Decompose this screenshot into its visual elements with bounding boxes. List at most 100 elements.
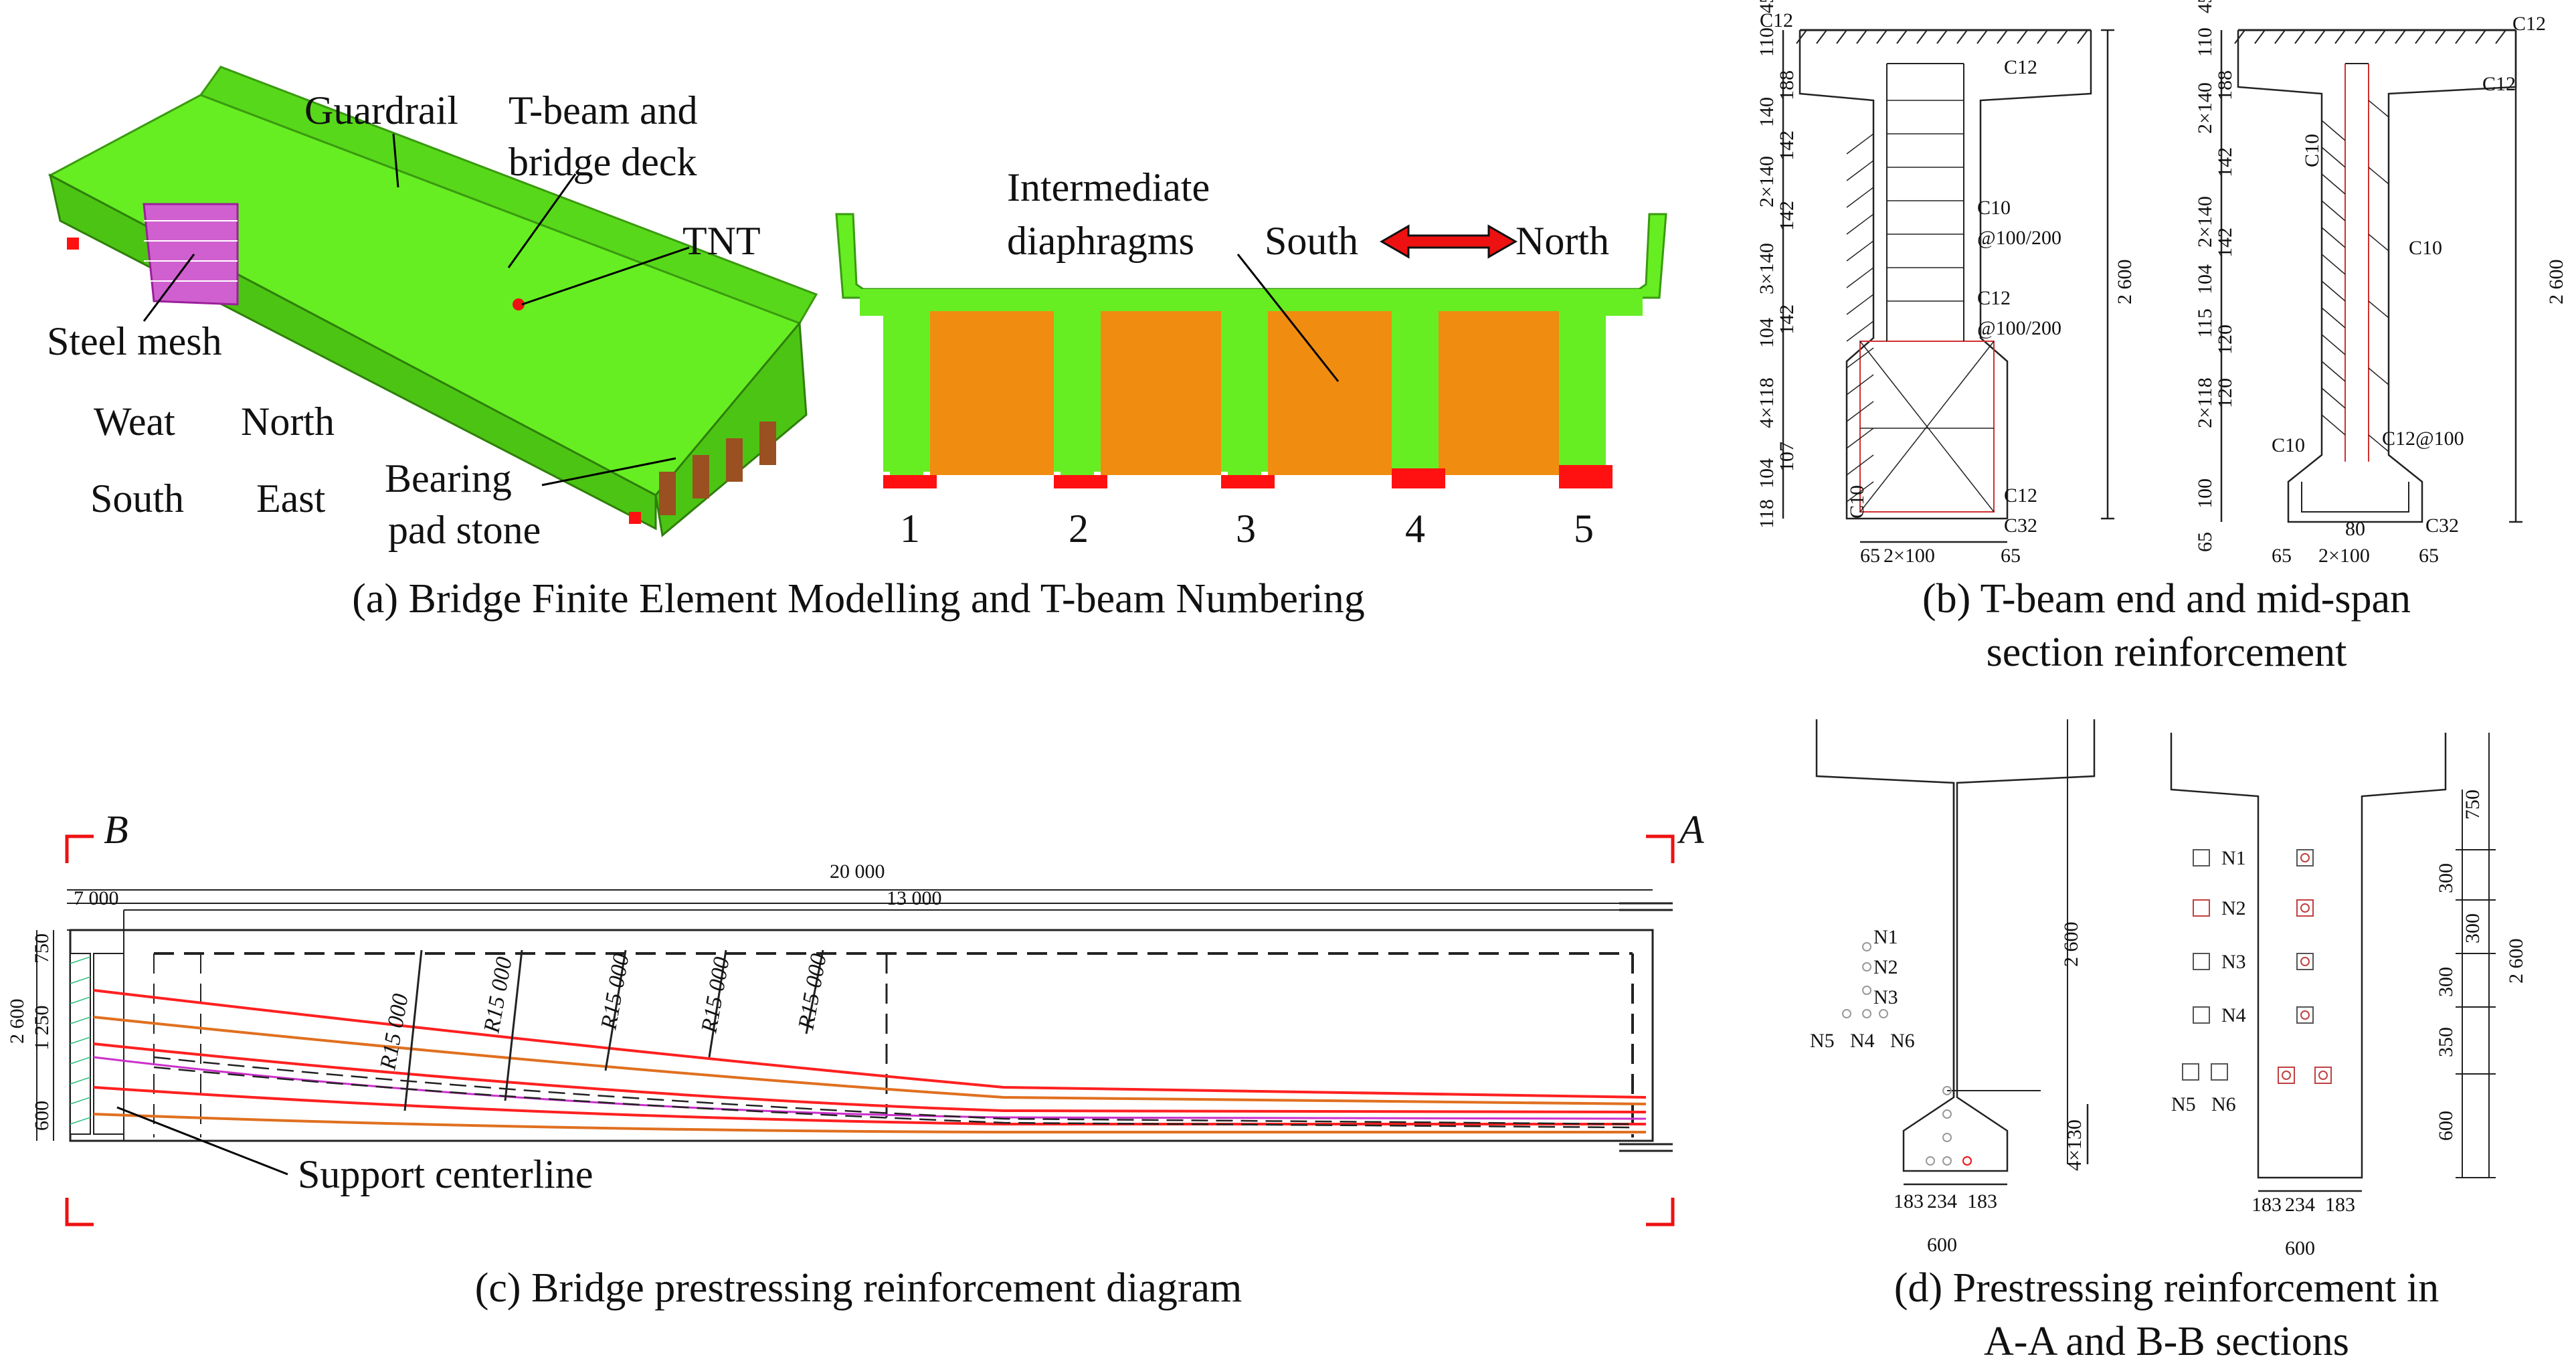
pad-5 <box>1559 465 1613 488</box>
panel-b-end-section <box>1782 29 2114 543</box>
pad-3 <box>1221 475 1275 488</box>
svg-text:N4: N4 <box>1850 1030 1875 1052</box>
svg-text:N1: N1 <box>2221 847 2246 869</box>
tnt-label: TNT <box>682 219 761 263</box>
svg-text:C12: C12 <box>2004 484 2037 507</box>
svg-text:65: 65 <box>1860 545 1880 567</box>
panel-b-mid-section <box>2220 29 2522 523</box>
svg-text:45: 45 <box>2194 0 2216 13</box>
svg-text:104: 104 <box>1756 318 1778 348</box>
beam-number-2: 2 <box>1069 507 1089 551</box>
dim-right: 13 000 <box>887 887 942 909</box>
caption-b-1: (b) T-beam end and mid-span <box>1922 576 2411 622</box>
svg-text:C12: C12 <box>2512 13 2546 35</box>
svg-text:2 600: 2 600 <box>2114 260 2136 305</box>
svg-text:@100/200: @100/200 <box>1977 317 2061 339</box>
svg-text:65: 65 <box>2419 545 2439 567</box>
compass-south: South <box>90 476 184 521</box>
svg-text:750: 750 <box>2462 790 2484 820</box>
tendons <box>93 989 1647 1133</box>
panel-d-bb-section <box>2170 733 2496 1192</box>
caption-c: (c) Bridge prestressing reinforcement di… <box>475 1265 1243 1311</box>
svg-text:65: 65 <box>2272 545 2292 567</box>
tendon-5 <box>93 1086 1646 1125</box>
svg-text:1 250: 1 250 <box>31 1006 53 1051</box>
svg-text:2×140: 2×140 <box>2194 196 2216 248</box>
panel-c: B A <box>6 808 1704 1226</box>
bearing-label-2: pad stone <box>388 508 541 552</box>
svg-text:N5: N5 <box>2171 1093 2196 1115</box>
radius-3: R15 000 <box>596 951 634 1032</box>
double-arrow-icon <box>1379 224 1518 259</box>
svg-text:C10: C10 <box>1846 485 1868 519</box>
svg-text:@100/200: @100/200 <box>1977 227 2061 249</box>
svg-text:80: 80 <box>2345 518 2365 540</box>
svg-text:183: 183 <box>1894 1190 1924 1212</box>
svg-text:2×100: 2×100 <box>2318 545 2370 567</box>
svg-text:C10: C10 <box>2272 434 2305 456</box>
svg-text:142: 142 <box>1776 201 1798 231</box>
svg-text:234: 234 <box>1927 1190 1957 1212</box>
dim-height: 2 600 <box>6 999 28 1044</box>
panel-d-bb-labels: N1 N2 N3 N4 N5 N6 750 300 300 300 350 60… <box>2171 790 2527 1259</box>
svg-text:600: 600 <box>31 1101 53 1131</box>
tnt-marker <box>513 298 525 310</box>
compass-weat: Weat <box>94 399 175 444</box>
svg-text:N6: N6 <box>2211 1093 2236 1115</box>
svg-text:110: 110 <box>2194 27 2216 57</box>
pad-1 <box>883 475 937 488</box>
svg-text:140: 140 <box>1756 97 1778 127</box>
guardrail-label: Guardrail <box>304 88 458 132</box>
svg-text:N6: N6 <box>1890 1030 1915 1052</box>
panel-b-mid-labels: 45 110 188 2×140 142 2×140 142 104 115 1… <box>2194 0 2567 567</box>
steel-mesh-label: Steel mesh <box>47 319 222 363</box>
caption-b-2: section reinforcement <box>1987 630 2347 675</box>
radius-1: R15 000 <box>375 992 413 1072</box>
svg-text:C12: C12 <box>2004 56 2037 78</box>
svg-text:C32: C32 <box>2004 515 2037 537</box>
svg-text:65: 65 <box>2194 532 2216 552</box>
caption-d-1: (d) Prestressing reinforcement in <box>1894 1265 2439 1311</box>
svg-text:N1: N1 <box>1873 926 1898 948</box>
svg-text:104: 104 <box>1756 458 1778 488</box>
svg-text:C12: C12 <box>1760 9 1793 31</box>
svg-text:C12: C12 <box>1977 287 2011 309</box>
svg-text:C12: C12 <box>2482 73 2516 95</box>
svg-text:120: 120 <box>2214 378 2236 408</box>
svg-text:2 600: 2 600 <box>2060 922 2082 968</box>
panel-a: Guardrail T-beam and bridge deck TNT Ste… <box>47 66 818 552</box>
diaphragm-2 <box>1101 311 1221 475</box>
svg-text:600: 600 <box>2285 1237 2315 1259</box>
panel-d-aa-section <box>1815 719 2096 1186</box>
beam-number-4: 4 <box>1405 507 1425 551</box>
beam-number-3: 3 <box>1236 507 1256 551</box>
svg-text:N5: N5 <box>1810 1030 1835 1052</box>
svg-text:183: 183 <box>1967 1190 1997 1212</box>
panel-b-end-labels: 45 110 188 140 142 2×140 142 3×140 142 1… <box>1756 0 2136 567</box>
svg-text:4×118: 4×118 <box>1756 377 1778 428</box>
svg-text:300: 300 <box>2462 913 2484 943</box>
svg-text:142: 142 <box>2214 147 2236 177</box>
panel-a-section: Intermediate diaphragms South North 1 2 … <box>835 165 1667 551</box>
svg-text:188: 188 <box>1776 70 1798 100</box>
svg-text:C32: C32 <box>2425 515 2459 537</box>
steel-mesh-block <box>143 203 239 306</box>
direction-north: North <box>1515 219 1609 263</box>
pad-4 <box>1392 468 1445 488</box>
tendon-2 <box>93 1016 1647 1105</box>
svg-text:300: 300 <box>2435 863 2457 893</box>
svg-text:2×140: 2×140 <box>1756 156 1778 207</box>
svg-text:350: 350 <box>2435 1027 2457 1057</box>
tendon-6 <box>93 1113 1646 1133</box>
svg-text:N3: N3 <box>2221 951 2246 973</box>
svg-text:104: 104 <box>2194 264 2216 294</box>
diaphragm-3 <box>1268 311 1392 475</box>
svg-text:234: 234 <box>2285 1194 2315 1216</box>
radius-2: R15 000 <box>479 955 517 1035</box>
caption-d-2: A-A and B-B sections <box>1984 1319 2349 1364</box>
svg-text:C12@100: C12@100 <box>2382 428 2464 450</box>
panel-d-aa-labels: N1 N2 N3 N5 N4 N6 2 600 4×130 183 234 18… <box>1810 922 2086 1257</box>
svg-text:N3: N3 <box>1873 986 1898 1008</box>
compass-north: North <box>241 399 335 444</box>
